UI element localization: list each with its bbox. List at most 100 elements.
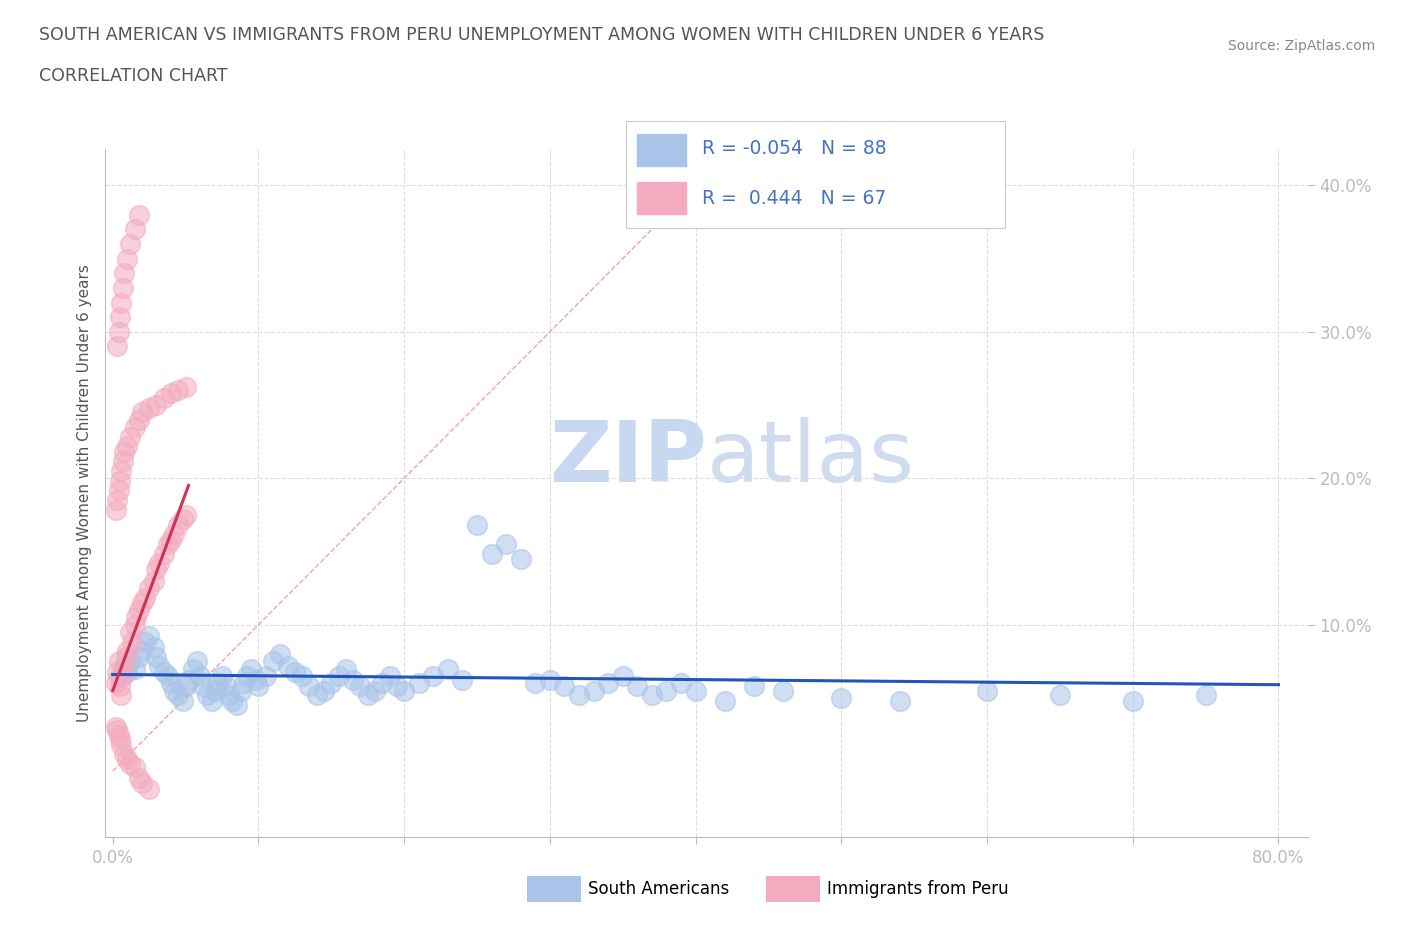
Point [105,339,128,354]
Point [378,669,401,684]
Point [148,658,170,673]
Point [148,556,170,571]
Point [277,658,299,673]
Point [568,687,591,702]
Point [163,684,186,698]
Point [655,684,678,698]
Point [131,776,153,790]
Point [215,679,238,694]
Point [174,508,197,523]
Point [186,654,208,669]
Point [509,551,531,566]
Point [117,752,139,767]
Point [553,679,575,694]
Point [160,386,183,401]
Point [641,687,664,702]
Point [160,676,183,691]
Point [128,603,150,618]
Point [364,684,387,698]
Point [172,512,194,526]
Point [145,398,167,413]
Point [218,687,240,702]
Point [125,610,148,625]
Point [247,679,270,694]
Point [120,430,142,445]
Point [229,684,252,698]
Point [120,654,142,669]
Point [105,723,128,737]
Bar [637,134,686,166]
Point [291,669,314,684]
Point [107,483,129,498]
Point [134,635,156,650]
Point [145,562,167,577]
Point [131,405,153,419]
Point [145,649,167,664]
Point [197,687,219,702]
Point [152,391,174,405]
Point [142,573,165,588]
Point [437,661,460,676]
Text: Immigrants from Peru: Immigrants from Peru [827,880,1008,898]
Point [124,222,146,237]
Text: Source: ZipAtlas.com: Source: ZipAtlas.com [1227,39,1375,53]
Point [131,644,153,658]
Point [112,266,135,281]
Point [157,537,180,551]
Point [495,537,517,551]
Point [124,618,146,632]
Point [134,591,156,605]
Point [142,639,165,654]
Point [321,676,343,691]
Point [128,412,150,427]
Point [167,383,190,398]
Point [201,694,224,709]
Point [104,676,127,691]
Point [582,684,605,698]
Point [124,419,146,434]
Point [110,295,132,310]
Text: ZIP: ZIP [548,417,707,500]
Point [111,281,134,296]
Text: SOUTH AMERICAN VS IMMIGRANTS FROM PERU UNEMPLOYMENT AMONG WOMEN WITH CHILDREN UN: SOUTH AMERICAN VS IMMIGRANTS FROM PERU U… [39,26,1045,44]
Point [385,679,408,694]
Point [128,207,150,222]
Point [612,669,634,684]
Point [107,325,129,339]
Point [138,580,160,595]
Point [830,690,852,705]
Point [111,669,134,684]
Point [152,547,174,562]
Point [107,727,129,742]
Point [1049,687,1071,702]
Point [451,673,474,688]
Point [598,676,620,691]
Point [120,756,142,771]
Point [312,684,335,698]
Point [232,676,254,691]
Point [357,687,380,702]
Point [131,595,153,610]
Point [328,669,350,684]
Point [1194,687,1216,702]
Point [284,664,307,679]
Point [240,661,263,676]
Point [225,698,247,712]
Point [110,687,132,702]
Point [349,679,371,694]
Text: CORRELATION CHART: CORRELATION CHART [39,67,228,85]
Point [112,661,135,676]
Point [117,439,139,454]
Point [152,664,174,679]
Point [110,737,132,752]
Point [188,669,211,684]
Point [269,646,291,661]
Point [298,679,321,694]
Point [157,669,180,684]
Point [120,236,142,251]
Point [538,673,561,688]
Point [105,493,128,508]
Point [128,649,150,664]
Point [181,661,204,676]
Point [392,684,415,698]
